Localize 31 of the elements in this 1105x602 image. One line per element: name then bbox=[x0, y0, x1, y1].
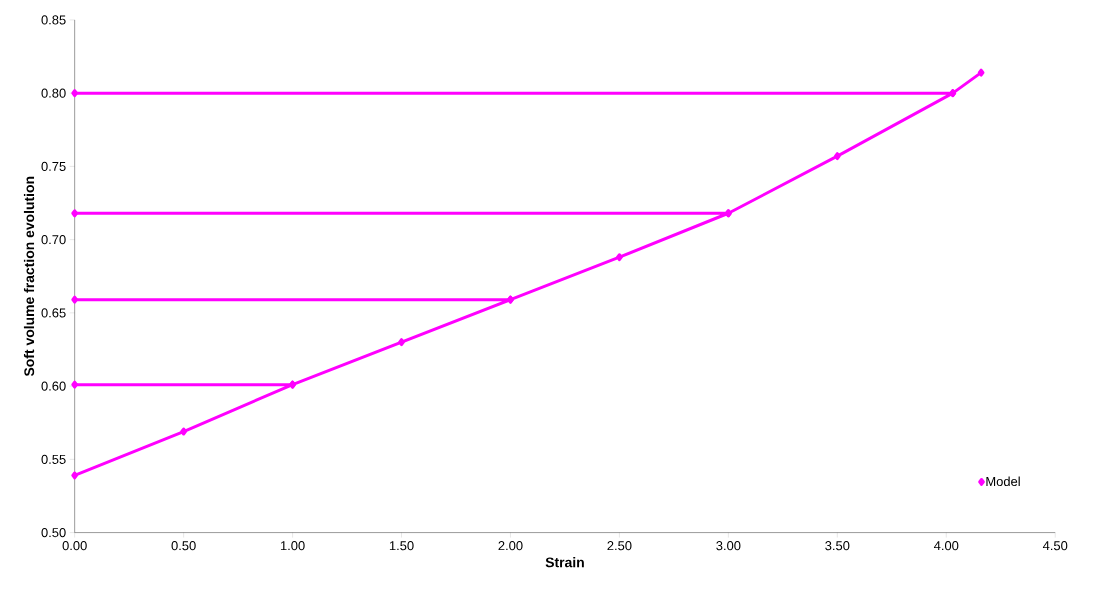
x-tick-label: 3.00 bbox=[716, 540, 741, 551]
x-tick-label: 2.00 bbox=[498, 540, 523, 551]
y-tick-label: 0.60 bbox=[41, 381, 66, 391]
x-tick-label: 0.50 bbox=[171, 540, 196, 551]
x-tick-label: 1.50 bbox=[389, 540, 414, 551]
y-tick-label: 0.65 bbox=[41, 308, 66, 318]
y-axis-title: Soft volume fraction evolution bbox=[23, 176, 35, 376]
y-tick-label: 0.85 bbox=[41, 15, 66, 25]
y-tick-label: 0.50 bbox=[41, 527, 66, 538]
y-tick-label: 0.80 bbox=[41, 88, 66, 98]
y-tick-label: 0.70 bbox=[41, 234, 66, 245]
y-tick-label: 0.75 bbox=[41, 161, 66, 171]
point bbox=[833, 152, 841, 160]
x-tick-label: 4.50 bbox=[1042, 540, 1068, 551]
point bbox=[71, 295, 79, 304]
point bbox=[71, 89, 79, 98]
x-tick-label: 1.00 bbox=[280, 540, 305, 551]
point bbox=[180, 427, 187, 436]
legend-label: Model bbox=[986, 476, 1020, 486]
y-tick-label: 0.55 bbox=[41, 454, 66, 464]
x-tick-label: 4.00 bbox=[933, 540, 959, 551]
x-tick-label: 0.00 bbox=[62, 540, 87, 551]
point bbox=[71, 209, 79, 218]
point bbox=[977, 68, 985, 77]
point bbox=[71, 471, 79, 480]
x-tick-label: 3.50 bbox=[825, 540, 850, 551]
x-tick-label: 2.50 bbox=[607, 540, 632, 551]
x-axis-title: Strain bbox=[545, 556, 584, 568]
point bbox=[616, 253, 623, 262]
point bbox=[398, 338, 405, 347]
point bbox=[71, 380, 79, 389]
